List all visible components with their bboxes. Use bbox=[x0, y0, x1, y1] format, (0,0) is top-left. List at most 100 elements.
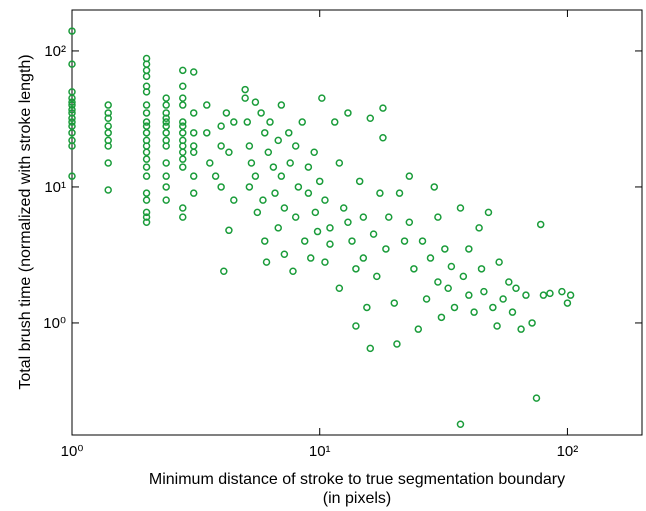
point bbox=[512, 284, 520, 292]
point bbox=[220, 267, 228, 275]
point bbox=[355, 177, 364, 186]
point bbox=[262, 258, 271, 266]
y-axis-label: Total brush time (normalized with stroke… bbox=[17, 54, 34, 389]
point bbox=[104, 114, 112, 122]
point bbox=[326, 240, 334, 248]
point bbox=[477, 265, 486, 273]
point bbox=[142, 208, 151, 217]
point bbox=[517, 325, 525, 333]
point bbox=[142, 218, 151, 227]
point bbox=[484, 208, 493, 217]
point bbox=[241, 85, 249, 94]
point bbox=[304, 189, 313, 197]
point bbox=[532, 394, 541, 402]
point bbox=[465, 291, 473, 299]
point bbox=[558, 287, 566, 296]
point bbox=[142, 101, 151, 109]
point bbox=[142, 155, 151, 163]
point bbox=[447, 262, 456, 271]
point bbox=[142, 148, 151, 156]
point bbox=[230, 118, 238, 126]
point bbox=[162, 183, 170, 191]
point bbox=[68, 98, 76, 106]
point bbox=[68, 94, 76, 102]
point bbox=[179, 213, 187, 221]
point bbox=[162, 94, 170, 102]
point bbox=[363, 303, 371, 312]
point bbox=[326, 224, 334, 232]
point bbox=[142, 213, 151, 221]
point bbox=[400, 237, 409, 245]
point bbox=[203, 101, 211, 109]
point bbox=[414, 325, 423, 333]
point bbox=[395, 189, 404, 197]
point bbox=[422, 295, 431, 303]
point bbox=[465, 245, 473, 253]
point bbox=[162, 118, 170, 126]
point bbox=[410, 265, 418, 273]
point bbox=[437, 313, 446, 322]
point bbox=[321, 196, 329, 204]
point bbox=[286, 159, 294, 167]
point bbox=[393, 340, 401, 348]
point bbox=[259, 196, 267, 204]
point bbox=[189, 129, 198, 137]
point bbox=[142, 129, 151, 137]
point bbox=[430, 183, 439, 191]
point bbox=[162, 196, 170, 204]
point bbox=[313, 227, 322, 236]
point bbox=[142, 88, 151, 96]
point bbox=[331, 118, 339, 126]
point bbox=[206, 159, 214, 167]
point bbox=[217, 142, 225, 150]
point bbox=[189, 142, 198, 150]
point bbox=[217, 183, 225, 191]
point bbox=[376, 189, 384, 197]
point bbox=[306, 254, 315, 262]
point bbox=[456, 420, 465, 428]
point bbox=[142, 109, 151, 117]
point bbox=[405, 172, 414, 180]
point bbox=[369, 230, 378, 238]
point bbox=[257, 109, 265, 117]
point bbox=[379, 133, 387, 142]
point bbox=[499, 295, 507, 303]
point bbox=[335, 159, 344, 167]
x-axis-label: (in pixels) bbox=[323, 490, 391, 507]
point bbox=[310, 148, 318, 156]
plot-frame bbox=[71, 9, 643, 436]
point bbox=[251, 172, 260, 180]
point bbox=[142, 172, 151, 180]
point bbox=[104, 129, 112, 137]
point bbox=[390, 299, 399, 307]
point bbox=[179, 204, 187, 212]
point bbox=[68, 101, 76, 109]
point bbox=[418, 237, 427, 245]
point bbox=[456, 204, 465, 212]
point bbox=[189, 109, 198, 117]
point bbox=[230, 196, 238, 204]
point bbox=[304, 163, 313, 171]
point bbox=[480, 287, 488, 296]
point bbox=[508, 308, 517, 316]
point bbox=[434, 278, 442, 286]
point bbox=[104, 122, 112, 130]
point bbox=[274, 224, 282, 232]
point bbox=[536, 220, 545, 229]
point bbox=[269, 163, 278, 171]
point bbox=[405, 218, 414, 227]
y-tick-label: 10⁰ bbox=[43, 315, 66, 332]
point bbox=[563, 299, 572, 307]
point bbox=[179, 118, 187, 126]
point bbox=[291, 213, 300, 221]
point bbox=[162, 114, 170, 122]
point bbox=[179, 66, 187, 75]
point bbox=[189, 68, 198, 76]
point bbox=[441, 245, 449, 253]
point bbox=[179, 94, 187, 102]
point bbox=[291, 142, 300, 150]
point bbox=[142, 196, 151, 204]
point bbox=[539, 291, 548, 299]
